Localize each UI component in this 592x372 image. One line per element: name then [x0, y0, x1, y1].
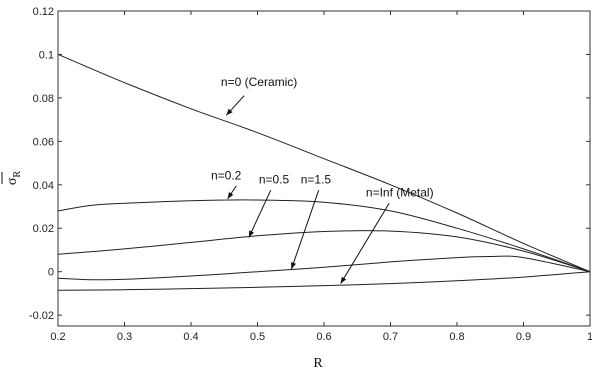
annotation-layer: n=0 (Ceramic) n=0.2 n=0.5 n=1.5 n=Inf (Metal…	[211, 75, 434, 284]
y-tick-label: 0.08	[33, 93, 54, 105]
x-tick-label: 0.5	[250, 331, 265, 343]
y-axis-title-group: σR	[1, 171, 23, 186]
annotation-arrow-5	[340, 203, 390, 284]
annotation-arrow-4	[290, 190, 320, 270]
x-tick-label: 0.7	[383, 331, 398, 343]
y-tick-label: 0	[48, 267, 54, 279]
x-tick-label: 1	[587, 331, 592, 343]
annotation-label-2: n=0.2	[211, 168, 242, 182]
y-tick-label: 0.1	[39, 49, 54, 61]
series-line-5	[57, 271, 591, 291]
annotation-arrowhead-2	[227, 192, 234, 199]
annotation-arrow-3	[248, 190, 272, 238]
annotation-arrowhead-1	[226, 108, 233, 116]
annotation-arrowhead-4	[291, 262, 296, 270]
y-axis-title: σR	[5, 171, 23, 186]
x-tick-label: 0.2	[50, 331, 65, 343]
x-tick-label: 0.4	[183, 331, 198, 343]
y-ticks: -0.02 0 0.02 0.04 0.06 0.08 0.1 0.12	[29, 6, 590, 322]
annotation-label-4: n=1.5	[301, 173, 332, 187]
y-tick-label: 0.02	[33, 223, 54, 235]
series-line-1	[57, 53, 591, 273]
annotation-label-1: n=0 (Ceramic)	[221, 75, 297, 89]
series-layer	[57, 53, 591, 291]
y-tick-label: 0.04	[33, 180, 54, 192]
x-ticks: 0.2 0.3 0.4 0.5 0.6 0.7 0.8 0.9 1	[50, 11, 592, 343]
annotation-arrowhead-3	[248, 230, 254, 238]
x-axis-title: R	[313, 356, 323, 371]
y-axis-title-subscript: R	[12, 171, 23, 178]
annotation-label-5: n=Inf (Metal)	[366, 186, 434, 200]
annotation-label-3: n=0.5	[259, 173, 290, 187]
y-axis-title-symbol: σ	[5, 177, 20, 185]
annotation-arrowhead-5	[340, 276, 347, 284]
y-tick-label: 0.12	[33, 6, 54, 18]
series-line-2	[57, 199, 591, 273]
x-tick-label: 0.3	[117, 331, 132, 343]
series-line-4	[57, 255, 591, 281]
x-tick-label: 0.6	[316, 331, 331, 343]
series-line-3	[57, 230, 591, 273]
y-tick-label: -0.02	[29, 310, 54, 322]
y-tick-label: 0.06	[33, 136, 54, 148]
x-tick-label: 0.8	[449, 331, 464, 343]
x-tick-label: 0.9	[516, 331, 531, 343]
